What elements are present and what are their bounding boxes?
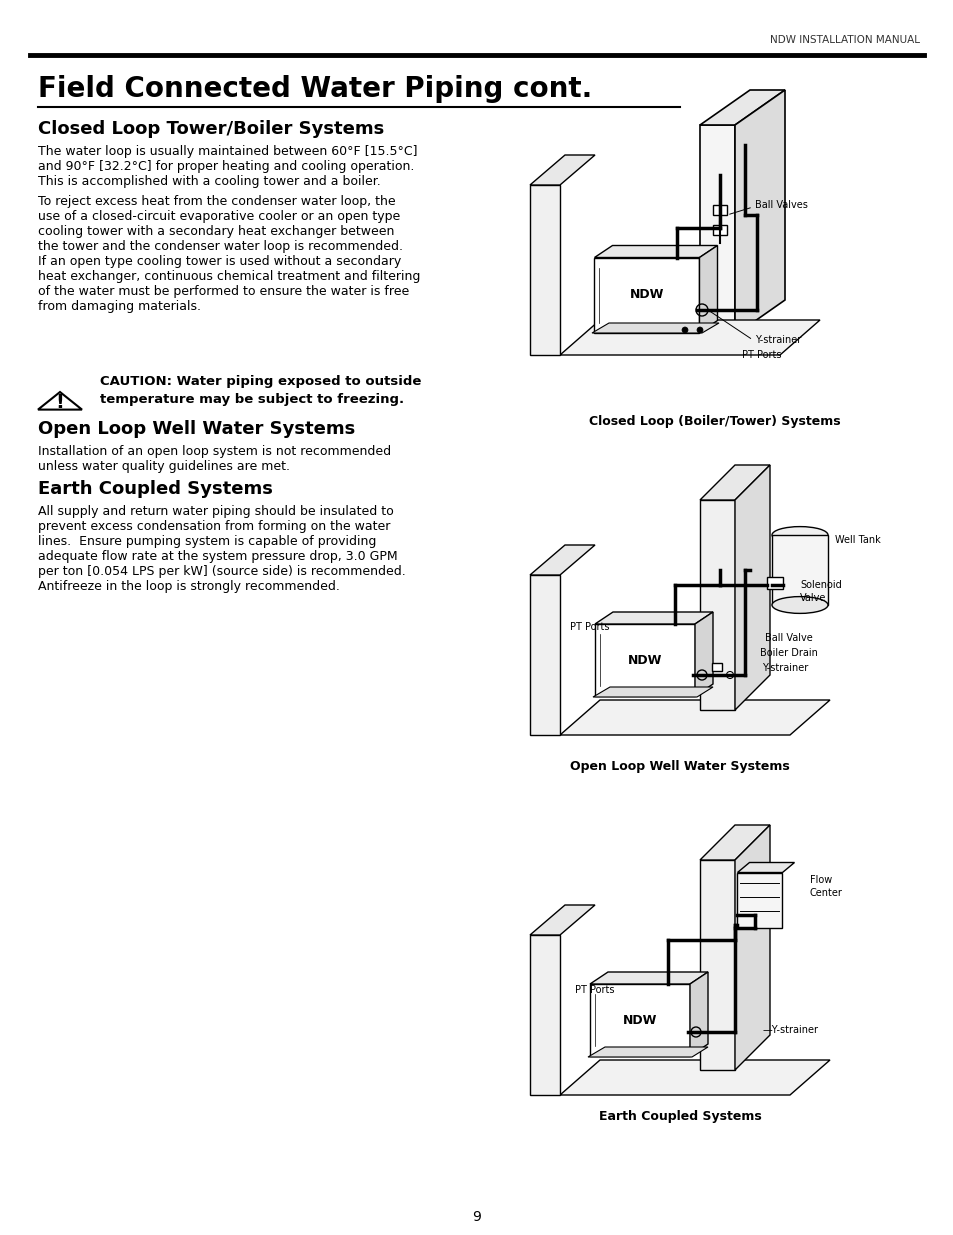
Circle shape [681, 327, 687, 333]
Text: PT Ports: PT Ports [570, 622, 609, 632]
Polygon shape [589, 972, 707, 984]
Polygon shape [699, 246, 717, 332]
Text: Ball Valve: Ball Valve [764, 634, 812, 643]
Polygon shape [734, 825, 769, 1070]
Text: Installation of an open loop system is not recommended
unless water quality guid: Installation of an open loop system is n… [38, 445, 391, 473]
Polygon shape [737, 862, 794, 872]
Text: To reject excess heat from the condenser water loop, the
use of a closed-circuit: To reject excess heat from the condenser… [38, 195, 420, 312]
Ellipse shape [771, 597, 827, 614]
Text: PT Ports: PT Ports [741, 350, 781, 359]
Ellipse shape [771, 526, 827, 543]
Text: Well Tank: Well Tank [834, 535, 880, 545]
Polygon shape [595, 624, 695, 697]
Text: NDW: NDW [627, 653, 661, 667]
Polygon shape [595, 613, 712, 624]
Polygon shape [559, 700, 829, 735]
Polygon shape [530, 185, 559, 354]
Text: Solenoid: Solenoid [800, 580, 841, 590]
Text: Ball Valves: Ball Valves [754, 200, 807, 210]
Text: The water loop is usually maintained between 60°F [15.5°C]
and 90°F [32.2°C] for: The water loop is usually maintained bet… [38, 144, 417, 188]
Text: Open Loop Well Water Systems: Open Loop Well Water Systems [38, 420, 355, 438]
Text: temperature may be subject to freezing.: temperature may be subject to freezing. [100, 393, 404, 406]
Text: Y-strainer: Y-strainer [761, 663, 807, 673]
Polygon shape [530, 935, 559, 1095]
Text: NDW: NDW [629, 289, 663, 301]
Text: NDW: NDW [622, 1014, 657, 1026]
Polygon shape [559, 1060, 829, 1095]
Text: Closed Loop Tower/Boiler Systems: Closed Loop Tower/Boiler Systems [38, 120, 384, 138]
Text: Y-strainer: Y-strainer [754, 335, 801, 345]
Polygon shape [587, 1047, 707, 1057]
Text: !: ! [55, 393, 65, 412]
Polygon shape [700, 466, 769, 500]
Text: CAUTION: Water piping exposed to outside: CAUTION: Water piping exposed to outside [100, 375, 421, 388]
Text: Earth Coupled Systems: Earth Coupled Systems [598, 1110, 760, 1123]
Polygon shape [700, 825, 769, 860]
Polygon shape [530, 156, 595, 185]
Text: —Y-strainer: —Y-strainer [762, 1025, 818, 1035]
Text: 9: 9 [472, 1210, 481, 1224]
Text: Valve: Valve [800, 593, 825, 603]
Text: Closed Loop (Boiler/Tower) Systems: Closed Loop (Boiler/Tower) Systems [589, 415, 840, 429]
Bar [712, 225, 726, 235]
Text: Open Loop Well Water Systems: Open Loop Well Water Systems [570, 760, 789, 773]
Polygon shape [734, 90, 784, 335]
Polygon shape [589, 984, 689, 1056]
Polygon shape [737, 872, 781, 927]
Polygon shape [530, 545, 595, 576]
Polygon shape [530, 905, 595, 935]
Text: Center: Center [809, 888, 842, 898]
Polygon shape [700, 90, 784, 125]
Text: Earth Coupled Systems: Earth Coupled Systems [38, 480, 273, 498]
Polygon shape [700, 860, 734, 1070]
Polygon shape [695, 613, 712, 697]
Polygon shape [594, 258, 699, 332]
Bar [766, 577, 782, 589]
Bar [711, 663, 721, 671]
Text: Flow: Flow [809, 876, 831, 885]
Polygon shape [593, 687, 712, 697]
Text: PT Ports: PT Ports [575, 986, 615, 995]
Text: NDW INSTALLATION MANUAL: NDW INSTALLATION MANUAL [769, 35, 919, 44]
Circle shape [697, 327, 702, 333]
Text: All supply and return water piping should be insulated to
prevent excess condens: All supply and return water piping shoul… [38, 505, 405, 593]
Polygon shape [689, 972, 707, 1056]
Text: Field Connected Water Piping cont.: Field Connected Water Piping cont. [38, 75, 592, 103]
Polygon shape [559, 320, 820, 354]
Polygon shape [700, 125, 734, 335]
Bar [712, 205, 726, 215]
Polygon shape [530, 576, 559, 735]
Circle shape [726, 672, 733, 678]
Polygon shape [594, 246, 717, 258]
Polygon shape [771, 535, 827, 605]
Text: Boiler Drain: Boiler Drain [760, 648, 817, 658]
Polygon shape [734, 466, 769, 710]
Polygon shape [700, 500, 734, 710]
Polygon shape [592, 324, 719, 333]
